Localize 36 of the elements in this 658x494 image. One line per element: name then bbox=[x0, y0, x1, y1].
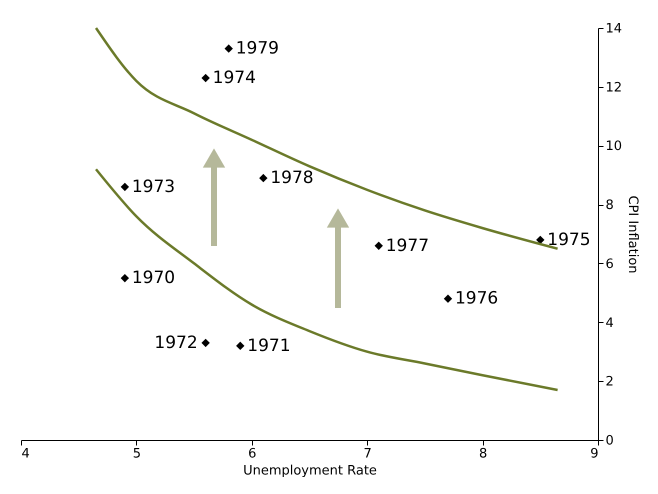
point bbox=[374, 242, 383, 250]
x-tick-label: 6 bbox=[248, 446, 256, 462]
point bbox=[120, 182, 130, 192]
point bbox=[236, 342, 244, 350]
y-tick-label: 2 bbox=[606, 374, 614, 390]
x-tick-label: 5 bbox=[132, 446, 142, 462]
point bbox=[444, 294, 452, 303]
point bbox=[259, 174, 268, 182]
annotation: 1970 bbox=[132, 268, 176, 288]
y-tick-label: 0 bbox=[606, 434, 614, 448]
x-tick-label: 8 bbox=[478, 446, 488, 462]
annotation: 1977 bbox=[386, 236, 430, 256]
x-axis-title: Unemployment Rate bbox=[243, 464, 377, 478]
y-tick-label: 12 bbox=[606, 80, 622, 96]
point bbox=[201, 338, 210, 348]
annotation: 1973 bbox=[132, 176, 176, 197]
x-tick-label: 9 bbox=[590, 446, 598, 462]
y-tick-label: 4 bbox=[606, 316, 614, 331]
point bbox=[201, 74, 210, 82]
point bbox=[224, 44, 233, 53]
annotation: 1978 bbox=[270, 168, 314, 188]
point bbox=[536, 236, 544, 244]
y-tick-label: 6 bbox=[606, 256, 614, 272]
annotation: 1974 bbox=[212, 68, 256, 88]
point bbox=[120, 274, 130, 282]
annotation: 1979 bbox=[236, 38, 279, 59]
y-tick-label: 10 bbox=[606, 139, 622, 154]
annotation: 1976 bbox=[454, 288, 498, 309]
x-tick-label: 7 bbox=[364, 446, 372, 462]
y-tick-label: 8 bbox=[606, 198, 614, 214]
y-tick-label: 14 bbox=[606, 22, 622, 36]
x-tick-label: 4 bbox=[22, 446, 30, 462]
annotation: 1971 bbox=[247, 336, 291, 356]
y-axis-title: CPI Inflation bbox=[625, 195, 640, 274]
annotation: 1975 bbox=[547, 230, 591, 250]
annotation: 1972 bbox=[154, 332, 198, 353]
